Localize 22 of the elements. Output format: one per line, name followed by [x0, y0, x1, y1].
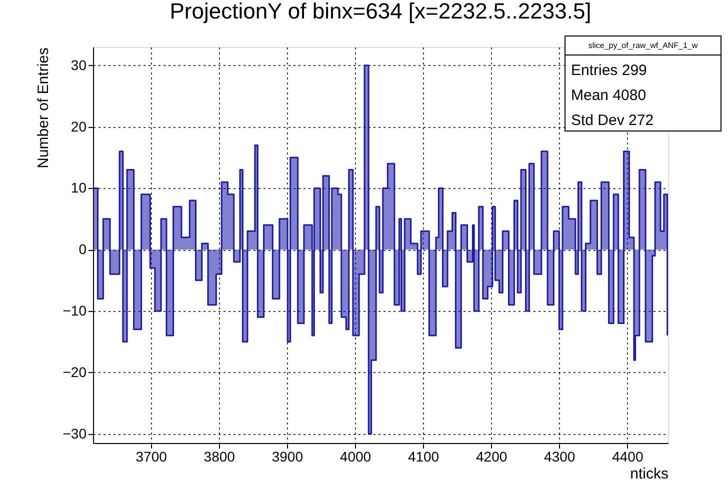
x-tick-label: 3900 — [272, 448, 304, 464]
y-tick-label: 0 — [78, 241, 87, 258]
x-tick-label: 4300 — [544, 448, 576, 464]
annotation: Std Dev 272 — [571, 112, 654, 129]
annotation: Mean 4080 — [571, 87, 646, 104]
x-tick-label: 3700 — [136, 448, 168, 464]
x-tick-label: 3800 — [204, 448, 236, 464]
chart-title: ProjectionY of binx=634 [x=2232.5..2233.5] — [170, 0, 592, 24]
y-tick-label: 10 — [70, 180, 87, 196]
y-tick-label: −30 — [62, 425, 87, 442]
x-tick-label: 4400 — [612, 448, 644, 464]
y-axis-title: Number of Entries — [34, 48, 52, 168]
y-tick-label: 20 — [70, 118, 87, 134]
y-tick-label: −10 — [62, 302, 87, 318]
annotation: Entries 299 — [571, 62, 647, 79]
y-tick-label: 30 — [70, 56, 87, 73]
annotation: slice_py_of_raw_wf_ANF_1_w — [588, 41, 698, 50]
x-axis-title: nticks — [630, 466, 668, 482]
x-tick-label: 4200 — [476, 448, 508, 464]
x-tick-label: 4000 — [340, 448, 372, 464]
x-tick-label: 4100 — [408, 448, 440, 464]
y-tick-label: −20 — [62, 364, 87, 380]
